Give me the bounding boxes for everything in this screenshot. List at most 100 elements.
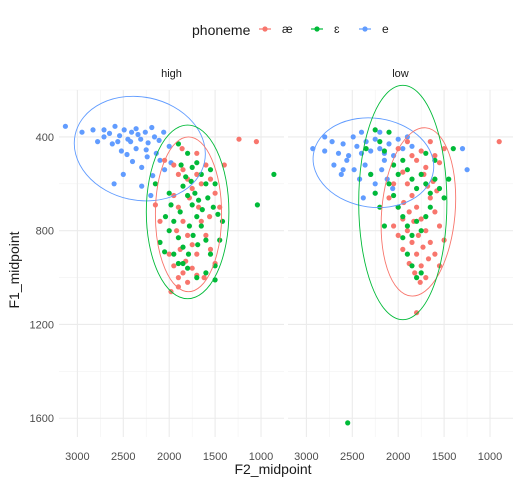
data-point <box>129 129 135 135</box>
data-point <box>414 218 420 224</box>
x-tick-label: 3000 <box>294 451 318 463</box>
data-point <box>157 157 163 163</box>
data-point <box>418 270 424 276</box>
data-point <box>441 195 447 201</box>
data-point <box>162 214 169 220</box>
data-point <box>203 232 209 238</box>
data-point <box>351 167 357 173</box>
data-point <box>391 162 397 168</box>
data-point <box>189 185 195 192</box>
data-point <box>381 223 387 229</box>
data-point <box>414 157 420 163</box>
data-point <box>207 214 213 220</box>
data-point <box>409 232 415 238</box>
data-point <box>171 162 177 168</box>
data-point <box>414 251 420 257</box>
data-point <box>157 239 163 245</box>
data-point <box>129 158 136 165</box>
data-point <box>62 123 68 129</box>
data-point <box>432 251 438 257</box>
series-low-ae <box>386 139 502 316</box>
data-point <box>179 146 185 152</box>
data-point <box>166 228 172 234</box>
data-point <box>329 139 335 145</box>
data-point <box>178 162 184 168</box>
data-point <box>384 176 390 182</box>
data-point <box>390 185 396 192</box>
data-point <box>138 136 144 142</box>
confidence-ellipse <box>312 117 435 209</box>
data-point <box>420 244 426 250</box>
data-point <box>185 192 191 199</box>
data-point <box>423 150 429 156</box>
data-point <box>372 127 378 133</box>
data-point <box>423 228 429 234</box>
data-point <box>338 171 344 177</box>
data-point <box>185 232 191 238</box>
legend-label: ɛ <box>334 22 340 36</box>
data-point <box>203 237 209 243</box>
data-point <box>345 420 351 426</box>
data-point <box>391 181 397 187</box>
data-point <box>150 173 156 179</box>
data-point <box>203 270 209 276</box>
legend-key-point <box>362 26 368 32</box>
data-point <box>175 141 181 147</box>
facet-strip-label: high <box>161 68 182 80</box>
legend-entry-2: ɛ <box>311 22 340 36</box>
data-point <box>368 148 374 154</box>
data-point <box>395 136 401 142</box>
data-point <box>344 157 350 163</box>
data-point <box>212 190 218 196</box>
data-point <box>427 239 433 245</box>
data-point <box>335 150 342 156</box>
confidence-ellipse <box>380 127 457 297</box>
data-point <box>201 275 207 281</box>
data-point <box>358 129 365 135</box>
data-point <box>446 176 452 182</box>
data-point <box>175 284 181 290</box>
data-point <box>210 204 216 210</box>
x-tick-label: 2000 <box>386 451 410 463</box>
data-point <box>142 129 148 135</box>
data-point <box>409 239 415 245</box>
data-point <box>203 181 209 187</box>
y-tick-label: 800 <box>36 226 54 238</box>
data-point <box>423 275 429 281</box>
data-point <box>404 181 410 187</box>
data-point <box>190 232 196 238</box>
data-point <box>194 171 200 177</box>
x-tick-label: 3000 <box>65 451 89 463</box>
data-point <box>117 133 123 139</box>
data-point <box>183 174 189 180</box>
data-point <box>166 143 172 149</box>
data-point <box>106 130 113 136</box>
data-point <box>186 223 192 229</box>
data-point <box>90 127 96 133</box>
data-point <box>207 167 214 173</box>
data-point <box>425 256 432 262</box>
y-tick-label: 1600 <box>30 413 54 425</box>
data-point <box>418 228 424 234</box>
data-point <box>207 251 214 257</box>
data-point <box>254 202 260 208</box>
data-point <box>436 160 443 166</box>
data-point <box>143 147 149 153</box>
data-point <box>175 235 181 241</box>
data-point <box>212 181 218 187</box>
confidence-ellipse <box>73 95 206 202</box>
data-point <box>133 126 139 132</box>
data-point <box>171 218 177 224</box>
data-point <box>199 207 205 213</box>
data-point <box>207 176 214 182</box>
data-point <box>152 181 158 187</box>
data-point <box>415 232 421 238</box>
series-high-e <box>62 123 174 199</box>
x-tick-label: 1000 <box>249 451 273 463</box>
data-point <box>180 167 186 173</box>
data-point <box>118 148 124 154</box>
y-axis-title: F1_midpoint <box>6 231 22 308</box>
data-point <box>340 167 346 173</box>
data-point <box>185 150 191 156</box>
data-point <box>350 134 356 140</box>
